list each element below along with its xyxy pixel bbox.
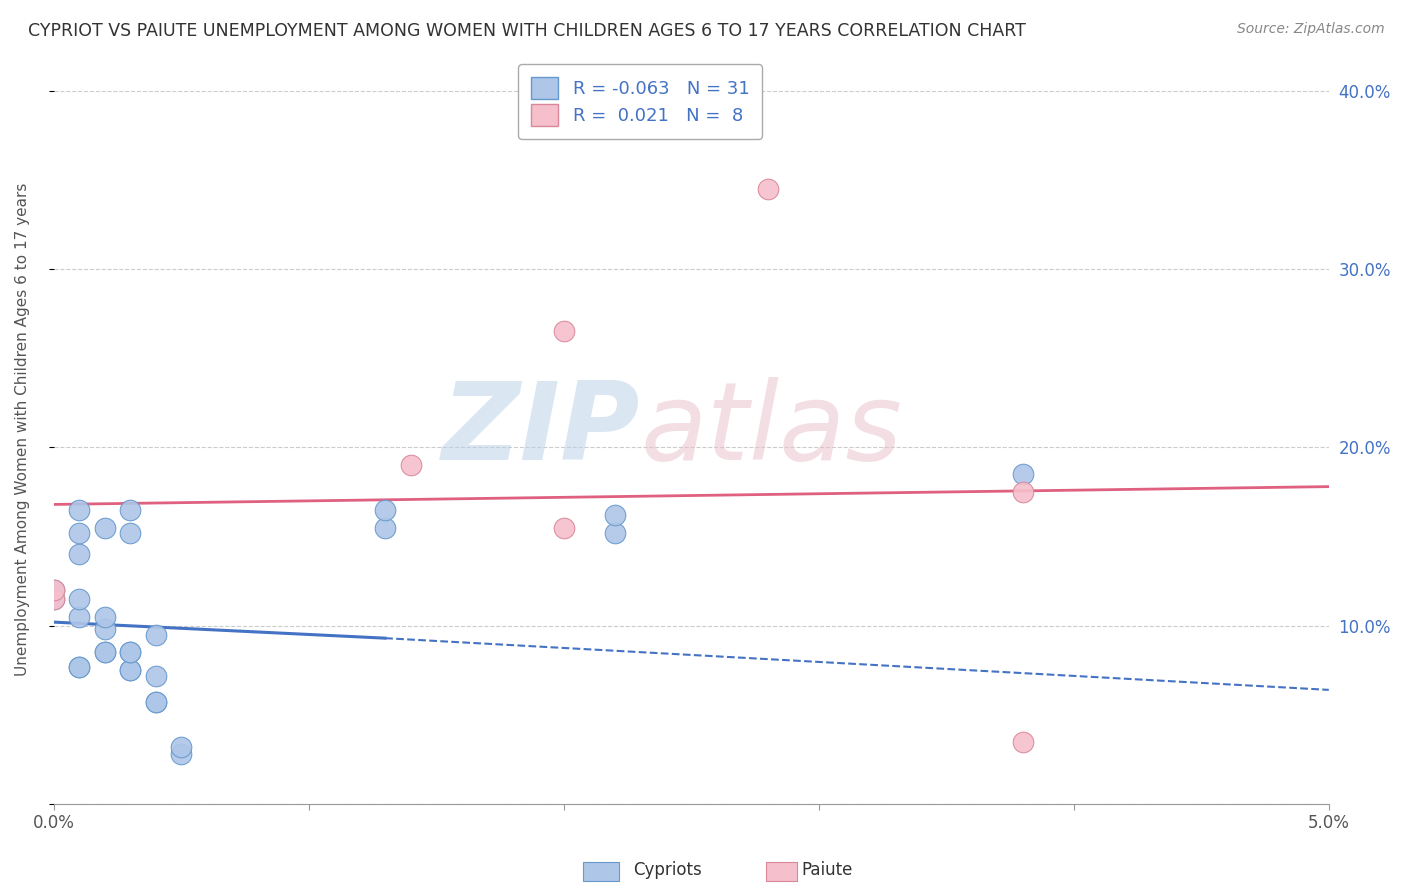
Point — [42, 582, 65, 597]
Text: atlas: atlas — [640, 377, 903, 482]
Text: Paiute: Paiute — [801, 861, 853, 879]
Point — [67, 609, 90, 624]
Point — [67, 659, 90, 673]
Point — [67, 526, 90, 541]
Point — [93, 609, 115, 624]
Point — [120, 645, 142, 659]
Point — [67, 659, 90, 673]
Point — [145, 668, 167, 682]
Point — [67, 591, 90, 606]
Point — [374, 521, 396, 535]
Point — [120, 503, 142, 517]
Point — [399, 458, 422, 473]
Point — [120, 663, 142, 677]
Point — [1011, 467, 1033, 482]
Text: CYPRIOT VS PAIUTE UNEMPLOYMENT AMONG WOMEN WITH CHILDREN AGES 6 TO 17 YEARS CORR: CYPRIOT VS PAIUTE UNEMPLOYMENT AMONG WOM… — [28, 22, 1026, 40]
Point — [93, 645, 115, 659]
Point — [42, 591, 65, 606]
Point — [145, 695, 167, 709]
Point — [145, 627, 167, 641]
Point — [67, 547, 90, 561]
Point — [553, 521, 575, 535]
Point — [603, 526, 626, 541]
Point — [93, 645, 115, 659]
Y-axis label: Unemployment Among Women with Children Ages 6 to 17 years: Unemployment Among Women with Children A… — [15, 183, 30, 676]
Text: ZIP: ZIP — [441, 376, 640, 483]
Point — [756, 182, 779, 196]
Point — [1011, 485, 1033, 500]
Point — [67, 503, 90, 517]
Legend: R = -0.063   N = 31, R =  0.021   N =  8: R = -0.063 N = 31, R = 0.021 N = 8 — [519, 64, 762, 139]
Point — [170, 739, 193, 754]
Text: Cypriots: Cypriots — [633, 861, 702, 879]
Point — [42, 591, 65, 606]
Point — [42, 582, 65, 597]
Point — [1011, 734, 1033, 748]
Point — [120, 645, 142, 659]
Point — [553, 325, 575, 339]
Point — [170, 747, 193, 761]
Text: Source: ZipAtlas.com: Source: ZipAtlas.com — [1237, 22, 1385, 37]
Point — [145, 695, 167, 709]
Point — [93, 622, 115, 636]
Point — [120, 526, 142, 541]
Point — [603, 508, 626, 523]
Point — [374, 503, 396, 517]
Point — [93, 521, 115, 535]
Point — [120, 663, 142, 677]
